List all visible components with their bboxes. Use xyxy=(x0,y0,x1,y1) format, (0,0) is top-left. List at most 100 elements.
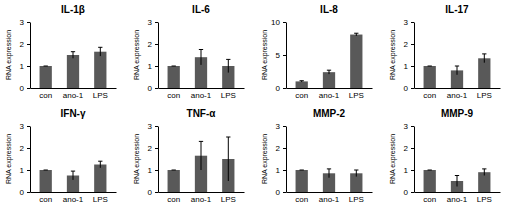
y-tick-mark xyxy=(283,88,286,89)
error-bar xyxy=(354,33,358,36)
bar xyxy=(67,55,79,88)
x-tick-label: con xyxy=(423,195,436,204)
y-tick: 1 xyxy=(404,62,414,71)
x-tick: ano-1 xyxy=(319,91,340,100)
error-bar xyxy=(199,50,203,65)
y-tick: 3 xyxy=(404,122,414,131)
y-tick: 3 xyxy=(148,122,158,131)
y-axis-line xyxy=(286,127,287,193)
x-tick: con xyxy=(167,91,180,100)
y-axis-line xyxy=(158,127,159,193)
y-tick-mark xyxy=(411,170,414,171)
error-bar-cap xyxy=(71,171,75,172)
y-tick-label: 3 xyxy=(404,18,409,27)
chart-title: IL-8 xyxy=(320,4,338,15)
y-tick-mark xyxy=(27,22,30,23)
error-bar xyxy=(98,47,102,56)
error-bar-stem xyxy=(100,161,101,168)
y-tick-mark xyxy=(411,88,414,89)
y-tick: 1 xyxy=(276,166,286,175)
y-tick-mark xyxy=(155,192,158,193)
error-bar-cap xyxy=(428,170,432,171)
error-bar xyxy=(226,59,230,72)
y-tick-mark xyxy=(283,148,286,149)
bar xyxy=(478,58,490,88)
x-tick-label: ano-1 xyxy=(191,91,212,100)
x-axis-line xyxy=(31,192,117,193)
x-axis: conano-1LPS xyxy=(31,193,117,205)
y-tick: 3 xyxy=(404,18,414,27)
y-tick: 3 xyxy=(20,18,30,27)
y-tick-label: 2 xyxy=(148,144,153,153)
x-tick: ano-1 xyxy=(447,91,468,100)
panel: IL-17RNA expression0123conano-1LPS xyxy=(389,4,501,100)
y-tick-label: 2 xyxy=(404,144,409,153)
y-tick: 2 xyxy=(20,144,30,153)
error-bar-stem xyxy=(201,50,202,65)
plot-area xyxy=(296,33,363,88)
y-tick: 2 xyxy=(20,40,30,49)
x-tick: LPS xyxy=(349,91,364,100)
error-bar-cap xyxy=(98,47,102,48)
plot-area xyxy=(40,47,107,88)
error-bar xyxy=(327,70,331,74)
y-axis-line xyxy=(414,127,415,193)
bar xyxy=(350,35,362,88)
y-tick-label: 0 xyxy=(20,84,25,93)
y-tick-mark xyxy=(155,88,158,89)
error-bar xyxy=(455,66,459,75)
y-tick: 2 xyxy=(404,40,414,49)
x-tick: ano-1 xyxy=(63,195,84,204)
y-axis-line xyxy=(414,23,415,89)
y-tick: 0 xyxy=(404,84,414,93)
x-tick: LPS xyxy=(349,195,364,204)
y-tick-label: 5 xyxy=(276,51,281,60)
x-axis-line xyxy=(159,88,245,89)
error-bar xyxy=(455,176,459,187)
y-tick: 1 xyxy=(148,62,158,71)
x-tick-label: ano-1 xyxy=(447,91,468,100)
bar xyxy=(94,165,106,193)
x-tick: con xyxy=(39,91,52,100)
x-tick-label: con xyxy=(295,195,308,204)
bar xyxy=(424,170,436,192)
x-axis: conano-1LPS xyxy=(415,193,501,205)
y-axis-title: RNA expression xyxy=(133,134,141,184)
y-axis-title: RNA expression xyxy=(5,134,13,184)
y-axis-title: RNA expression xyxy=(133,30,141,80)
y-axis: 0123 xyxy=(404,122,415,197)
panel: MMP-2RNA expression0123conano-1LPS xyxy=(261,108,373,204)
x-axis-line xyxy=(159,192,245,193)
y-tick-mark xyxy=(411,126,414,127)
error-bar-cap xyxy=(428,66,432,67)
bar xyxy=(296,170,308,192)
y-tick: 0 xyxy=(276,84,286,93)
error-bar-stem xyxy=(484,169,485,176)
x-tick: ano-1 xyxy=(63,91,84,100)
y-tick-label: 1 xyxy=(148,62,153,71)
error-bar-stem xyxy=(457,176,458,187)
chart-title: IL-17 xyxy=(445,4,469,15)
y-axis: 0123 xyxy=(20,122,31,197)
y-tick-mark xyxy=(27,66,30,67)
error-bar-stem xyxy=(100,47,101,56)
y-tick: 2 xyxy=(276,144,286,153)
error-bar-cap xyxy=(172,170,176,171)
y-tick: 1 xyxy=(20,62,30,71)
y-tick: 0 xyxy=(20,188,30,197)
y-tick: 10 xyxy=(271,18,286,27)
y-axis: 0 5 10 xyxy=(271,18,286,93)
error-bar xyxy=(44,66,48,67)
y-tick: 2 xyxy=(148,144,158,153)
error-bar xyxy=(482,54,486,63)
x-tick: con xyxy=(423,91,436,100)
x-tick-label: LPS xyxy=(349,195,364,204)
panel: TNF-αRNA expression0123conano-1LPS xyxy=(133,108,245,204)
y-axis: 0123 xyxy=(148,18,159,93)
x-axis-line xyxy=(415,88,501,89)
y-tick: 3 xyxy=(20,122,30,131)
y-axis-line xyxy=(286,23,287,89)
y-tick-mark xyxy=(155,126,158,127)
x-tick-label: LPS xyxy=(477,91,492,100)
y-tick-mark xyxy=(155,44,158,45)
